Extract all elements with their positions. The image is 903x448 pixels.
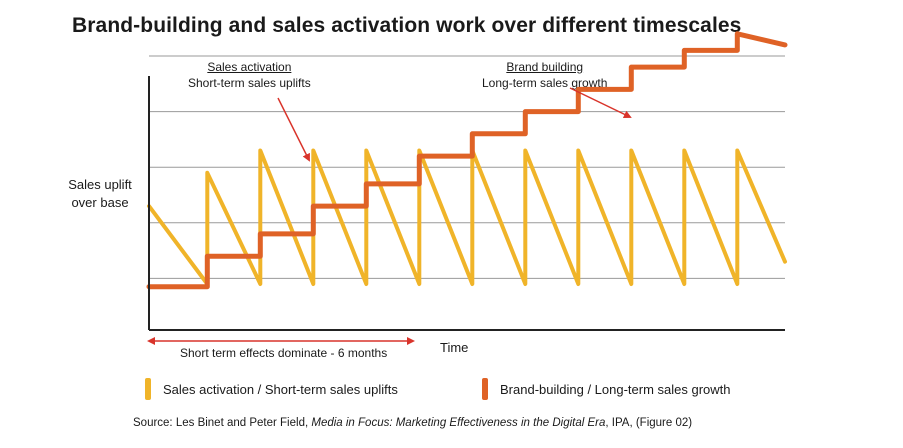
legend-swatch-brand xyxy=(482,378,488,400)
annotation-brand-building-text: Long-term sales growth xyxy=(482,76,608,90)
annotation-sales-activation-text: Short-term sales uplifts xyxy=(188,76,311,90)
legend-label-brand: Brand-building / Long-term sales growth xyxy=(500,381,731,397)
sales-activation-pointer-arrow xyxy=(277,97,310,162)
brand-building-pointer-arrow xyxy=(569,87,632,118)
annotation-sales-activation: Sales activation Short-term sales uplift… xyxy=(188,59,311,91)
annotation-brand-building-heading: Brand building xyxy=(506,60,584,74)
x-axis-label: Time xyxy=(440,340,469,355)
chart-title: Brand-building and sales activation work… xyxy=(72,14,742,37)
gridlines xyxy=(149,55,785,279)
series-line-activation xyxy=(147,148,787,286)
legend-item-brand: Brand-building / Long-term sales growth xyxy=(482,378,731,400)
y-axis-label: Sales uplift over base xyxy=(68,177,132,210)
annotation-brand-building: Brand building Long-term sales growth xyxy=(482,59,607,91)
series-line-brand xyxy=(146,31,788,290)
annotation-sales-activation-heading: Sales activation xyxy=(207,60,292,74)
legend-label-activation: Sales activation / Short-term sales upli… xyxy=(163,381,398,397)
legend-item-activation: Sales activation / Short-term sales upli… xyxy=(145,378,398,400)
source-prefix: Source: Les Binet and Peter Field, xyxy=(133,417,312,429)
period-note: Short term effects dominate - 6 months xyxy=(180,346,388,360)
legend-swatch-activation xyxy=(145,378,151,400)
source-suffix: , IPA, (Figure 02) xyxy=(605,417,693,429)
source-note: Source: Les Binet and Peter Field, Media… xyxy=(133,417,692,429)
series-layer xyxy=(146,31,788,290)
source-title: Media in Focus: Marketing Effectiveness … xyxy=(311,417,606,429)
